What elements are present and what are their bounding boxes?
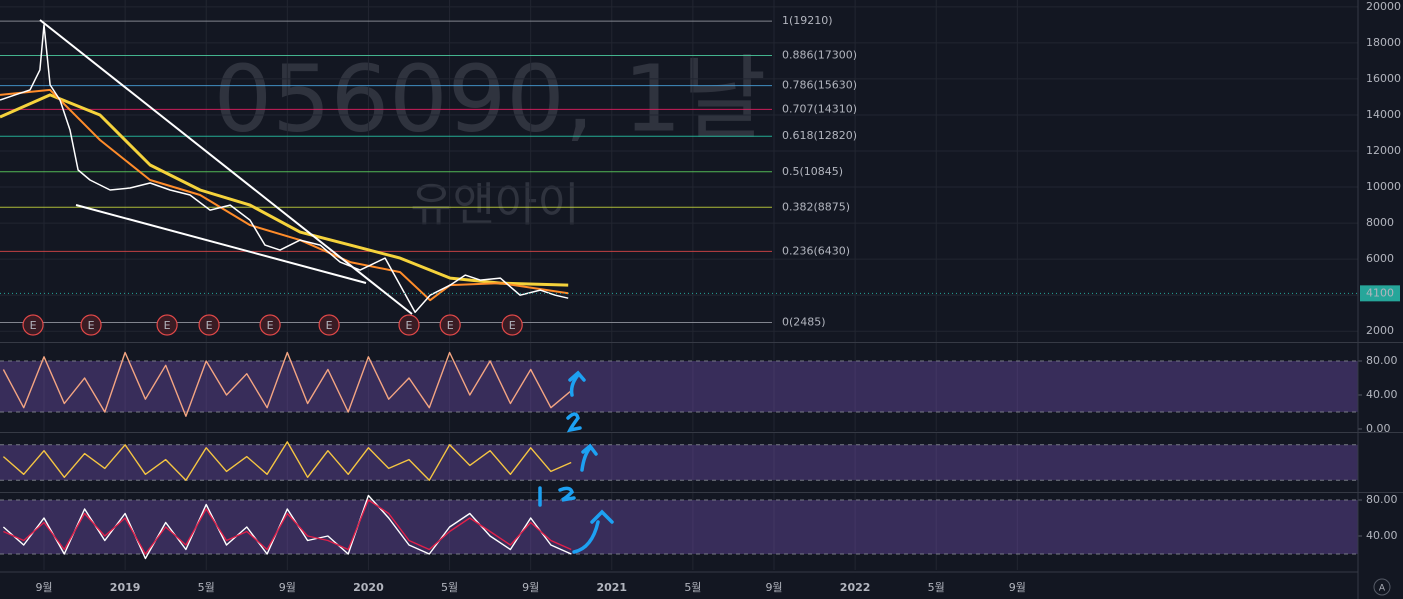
oscillator-line	[2, 441, 572, 481]
fib-label: 0.382(8875)	[782, 200, 850, 213]
x-tick-label: 9월	[522, 581, 539, 594]
x-tick-label: 9월	[35, 581, 52, 594]
earnings-marker	[156, 314, 178, 336]
fib-label: 0.5(10845)	[782, 165, 843, 178]
arrow-annotation	[568, 370, 586, 397]
x-tick-label: 2019	[110, 581, 141, 594]
earnings-marker	[398, 314, 420, 336]
y-tick-label: 8000	[1366, 216, 1394, 229]
y-tick-label: 80.00	[1366, 493, 1398, 506]
fib-label: 0.786(15630)	[782, 79, 857, 92]
current-price-box	[1360, 285, 1400, 302]
earnings-label: E	[406, 319, 413, 332]
x-tick-label: 9월	[765, 581, 782, 594]
y-tick-label: 14000	[1366, 108, 1401, 121]
trend-line	[39, 19, 413, 315]
y-tick-label: 6000	[1366, 252, 1394, 265]
earnings-marker	[318, 314, 340, 336]
earnings-marker	[439, 314, 461, 336]
oscillator-line	[2, 494, 572, 560]
y-tick-label: 20000	[1366, 0, 1401, 13]
earnings-label: E	[509, 319, 516, 332]
auto-scale-label[interactable]: A	[1379, 584, 1386, 594]
fib-label: 0.707(14310)	[782, 102, 857, 115]
y-tick-label: 16000	[1366, 72, 1401, 85]
fib-label: 1(19210)	[782, 14, 833, 27]
earnings-label: E	[88, 319, 95, 332]
earnings-label: E	[164, 319, 171, 332]
y-tick-label: 2000	[1366, 324, 1394, 337]
price-line	[0, 24, 569, 313]
annotations	[538, 370, 614, 554]
y-tick-label: 40.00	[1366, 529, 1398, 542]
x-tick-label: 5월	[198, 581, 215, 594]
auto-scale-button[interactable]	[1373, 578, 1391, 596]
x-tick-label: 2021	[596, 581, 627, 594]
earnings-label: E	[326, 319, 333, 332]
oscillator-band	[0, 361, 1358, 412]
earnings-marker	[501, 314, 523, 336]
earnings-marker	[198, 314, 220, 336]
fib-label: 0.618(12820)	[782, 129, 857, 142]
earnings-label: E	[267, 319, 274, 332]
oscillator-line	[3, 499, 572, 555]
y-tick-label: 0.00	[1366, 422, 1391, 435]
scribble-annotation	[566, 412, 582, 433]
y-tick-label: 40.00	[1366, 388, 1398, 401]
oscillator-band	[0, 500, 1358, 554]
earnings-marker	[22, 314, 44, 336]
y-tick-label: 80.00	[1366, 354, 1398, 367]
x-tick-label: 9월	[279, 581, 296, 594]
trend-line	[75, 204, 367, 284]
y-tick-label: 10000	[1366, 180, 1401, 193]
arrow-annotation	[572, 509, 614, 554]
x-tick-label: 2020	[353, 581, 384, 594]
x-tick-label: 5월	[684, 581, 701, 594]
x-tick-label: 5월	[928, 581, 945, 594]
x-tick-label: 5월	[441, 581, 458, 594]
fib-label: 0.236(6430)	[782, 244, 850, 257]
scribble-annotation	[538, 486, 576, 507]
oscillator-band	[0, 444, 1358, 481]
current-price-label: 4100	[1366, 286, 1394, 299]
watermark-subtitle: 유앤아이	[410, 178, 579, 232]
fib-label: 0(2485)	[782, 315, 826, 328]
y-tick-label: 12000	[1366, 144, 1401, 157]
watermark: 056090, 1날	[214, 45, 767, 152]
x-tick-label: 2022	[840, 581, 871, 594]
oscillator-line	[2, 351, 572, 417]
earnings-marker	[259, 314, 281, 336]
trend-lines	[39, 19, 413, 315]
earnings-label: E	[30, 319, 37, 332]
arrow-annotation	[580, 443, 598, 472]
earnings-marker	[80, 314, 102, 336]
earnings-label: E	[447, 319, 454, 332]
x-tick-label: 9월	[1009, 581, 1026, 594]
fib-label: 0.886(17300)	[782, 48, 857, 61]
y-tick-label: 18000	[1366, 36, 1401, 49]
earnings-label: E	[206, 319, 213, 332]
